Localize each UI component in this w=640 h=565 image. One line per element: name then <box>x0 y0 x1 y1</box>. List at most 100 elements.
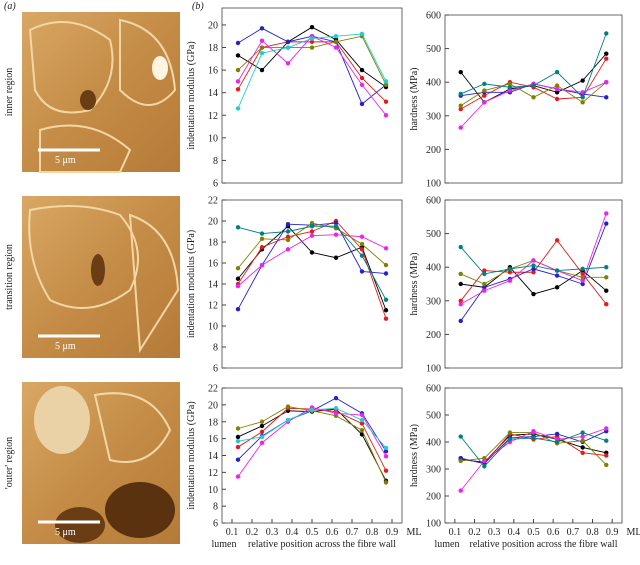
data-point <box>360 102 364 106</box>
y-axis-label: indentation modulus (GPa) <box>186 230 197 338</box>
panel-label: (b) <box>192 1 204 12</box>
x-tick-label: 0.4 <box>508 527 521 538</box>
y-tick-label: 10 <box>208 322 218 333</box>
y-tick-label: 6 <box>213 364 218 375</box>
data-point <box>310 45 314 49</box>
data-point <box>310 224 314 228</box>
y-tick-label: 18 <box>208 238 218 249</box>
data-point <box>334 224 338 228</box>
data-point <box>459 92 463 96</box>
y-tick-label: 8 <box>213 156 218 167</box>
x-tick-label: 0.8 <box>586 527 599 538</box>
data-point <box>580 278 584 282</box>
data-point <box>531 429 535 433</box>
data-point <box>286 61 290 65</box>
data-point <box>236 284 240 288</box>
data-point <box>459 459 463 463</box>
y-tick-label: 100 <box>426 364 441 375</box>
y-tick-label: 14 <box>208 88 218 99</box>
data-point <box>236 445 240 449</box>
y-tick-label: 200 <box>426 492 441 503</box>
y-tick-label: 18 <box>208 417 218 428</box>
data-point <box>260 245 264 249</box>
y-tick-label: 16 <box>208 66 218 77</box>
y-tick-label: 14 <box>208 451 218 462</box>
x-tick-label: 0.7 <box>346 527 359 538</box>
data-point <box>310 250 314 254</box>
data-point <box>260 435 264 439</box>
data-point <box>459 245 463 249</box>
data-point <box>555 70 559 74</box>
data-point <box>580 430 584 434</box>
y-tick-label: 300 <box>426 296 441 307</box>
y-tick-label: 200 <box>426 330 441 341</box>
data-point <box>384 79 388 83</box>
data-point <box>555 97 559 101</box>
y-tick-label: 100 <box>426 519 441 530</box>
data-point <box>334 45 338 49</box>
data-point <box>508 267 512 271</box>
data-point <box>555 273 559 277</box>
x-tick-label: 0.8 <box>366 527 379 538</box>
data-point <box>604 56 608 60</box>
data-point <box>459 488 463 492</box>
data-point <box>555 238 559 242</box>
data-point <box>286 404 290 408</box>
row-label: 'outer' region <box>4 437 15 489</box>
y-tick-label: 10 <box>208 133 218 144</box>
data-point <box>384 246 388 250</box>
data-point <box>360 242 364 246</box>
data-point <box>360 253 364 257</box>
data-point <box>310 25 314 29</box>
data-point <box>459 125 463 129</box>
x-tick-label: 0.4 <box>286 527 299 538</box>
data-point <box>236 225 240 229</box>
data-point <box>260 441 264 445</box>
data-point <box>580 438 584 442</box>
y-tick-label: 8 <box>213 502 218 513</box>
data-point <box>580 451 584 455</box>
data-point <box>482 272 486 276</box>
data-point <box>260 237 264 241</box>
data-point <box>360 418 364 422</box>
data-point <box>604 31 608 35</box>
data-point <box>236 474 240 478</box>
data-point <box>482 464 486 468</box>
data-point <box>604 289 608 293</box>
data-point <box>604 221 608 225</box>
y-tick-label: 500 <box>426 411 441 422</box>
x-tick-label: 0.3 <box>266 527 279 538</box>
y-axis-label: indentation modulus (GPa) <box>186 401 197 509</box>
y-tick-label: 10 <box>208 485 218 496</box>
y-tick-label: 6 <box>213 179 218 190</box>
y-tick-label: 12 <box>208 301 218 312</box>
data-point <box>604 265 608 269</box>
data-point <box>580 267 584 271</box>
x-side-label: lumen <box>435 539 460 550</box>
data-point <box>260 51 264 55</box>
data-point <box>604 275 608 279</box>
afm-image <box>22 382 180 544</box>
data-point <box>384 271 388 275</box>
data-point <box>236 266 240 270</box>
row-label: transition region <box>4 244 15 310</box>
afm-image <box>22 196 180 358</box>
data-point <box>384 316 388 320</box>
x-tick-label: 0.9 <box>386 527 399 538</box>
data-point <box>360 413 364 417</box>
data-point <box>482 282 486 286</box>
data-point <box>384 113 388 117</box>
data-point <box>334 232 338 236</box>
data-point <box>482 88 486 92</box>
data-point <box>310 408 314 412</box>
x-tick-label: 0.2 <box>468 527 481 538</box>
y-tick-label: 300 <box>426 111 441 122</box>
plot-frame <box>445 388 622 523</box>
x-axis-label: relative position across the fibre wall <box>469 539 617 550</box>
data-point <box>360 235 364 239</box>
data-point <box>260 68 264 72</box>
data-point <box>604 80 608 84</box>
data-point <box>580 434 584 438</box>
data-point <box>286 247 290 251</box>
data-point <box>360 32 364 36</box>
